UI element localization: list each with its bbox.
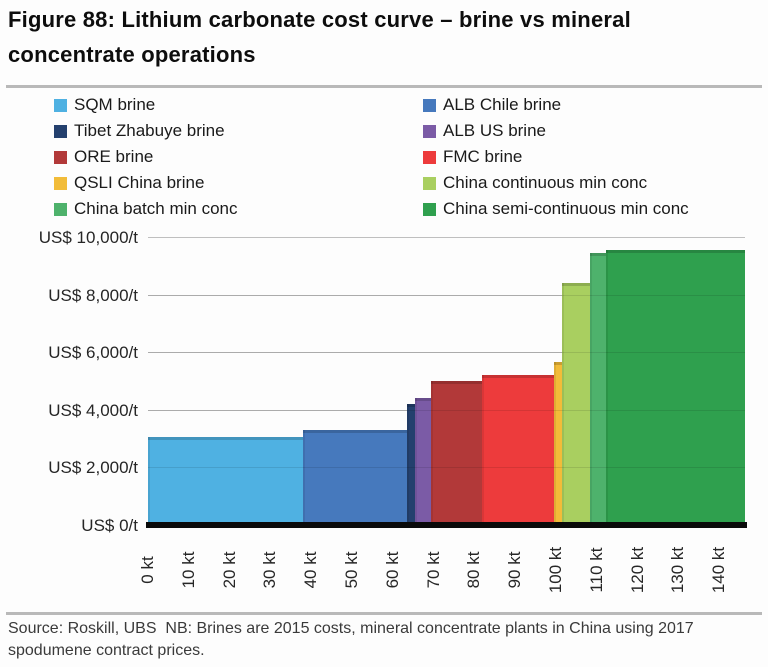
- x-axis-baseline: [146, 522, 747, 528]
- legend-item: China continuous min conc: [423, 171, 744, 195]
- gridline: [148, 352, 745, 354]
- chart-legend: SQM brine ALB Chile brine Tibet Zhabuye br…: [54, 93, 744, 221]
- cost-bar: [561, 283, 590, 525]
- x-axis-label: 50 kt: [342, 551, 361, 589]
- y-axis-label: US$ 0/t: [81, 516, 138, 535]
- x-axis-label: 140 kt: [709, 546, 729, 594]
- legend-item: ALB US brine: [423, 119, 744, 143]
- legend-swatch: [54, 202, 67, 216]
- legend-item: QSLI China brine: [54, 171, 423, 195]
- legend-item: Tibet Zhabuye brine: [54, 119, 423, 143]
- x-axis-label: 70 kt: [423, 551, 443, 589]
- y-axis-label: US$ 10,000/t: [38, 228, 138, 247]
- legend-label: FMC brine: [443, 147, 523, 166]
- figure-title: Figure 88: Lithium carbonate cost curve …: [8, 7, 631, 67]
- legend-item: China batch min conc: [54, 197, 423, 221]
- legend-swatch: [423, 202, 436, 216]
- x-axis-label: 20 kt: [219, 551, 239, 589]
- legend-swatch: [423, 176, 436, 190]
- gridline: [148, 294, 745, 296]
- legend-label: ALB US brine: [443, 121, 546, 140]
- legend-label: China batch min conc: [74, 199, 238, 218]
- legend-swatch: [423, 150, 436, 164]
- legend-label: China continuous min conc: [443, 173, 648, 192]
- legend-item: China semi-continuous min conc: [423, 197, 744, 221]
- x-axis-label: 90 kt: [505, 551, 525, 589]
- title-divider: [6, 85, 762, 88]
- x-axis-label: 110 kt: [586, 547, 606, 593]
- x-axis-label: 130 kt: [668, 546, 688, 594]
- legend-swatch: [54, 176, 67, 190]
- cost-bar: [605, 249, 745, 525]
- cost-bar: [303, 429, 407, 525]
- cost-bar: [430, 381, 483, 525]
- legend-label: SQM brine: [74, 95, 156, 114]
- legend-swatch: [423, 124, 436, 138]
- plot-area: [148, 237, 745, 525]
- source-divider: [6, 612, 762, 615]
- cost-bar: [414, 398, 431, 525]
- x-axis-label: 120 kt: [627, 546, 647, 594]
- x-axis-label: 0 kt: [138, 556, 157, 584]
- cost-bar: [589, 252, 606, 525]
- cost-bar: [148, 437, 304, 525]
- legend-label: QSLI China brine: [74, 173, 205, 192]
- legend-label: China semi-continuous min conc: [443, 199, 689, 218]
- x-axis-label: 100 kt: [546, 546, 565, 594]
- x-axis-label: 40 kt: [301, 551, 321, 589]
- legend-item: ALB Chile brine: [423, 93, 744, 117]
- cost-bar: [553, 362, 562, 525]
- legend-swatch: [54, 150, 67, 164]
- gridline: [148, 352, 745, 354]
- gridline: [148, 467, 745, 469]
- legend-label: ORE brine: [74, 147, 154, 166]
- y-axis-label: US$ 8,000/t: [48, 285, 138, 305]
- legend-label: Tibet Zhabuye brine: [74, 121, 225, 140]
- legend-item: FMC brine: [423, 145, 744, 169]
- legend-item: SQM brine: [54, 93, 423, 117]
- cost-curve-chart: US$ 0/t US$ 2,000/t US$ 4,000/t US$ 6,000/t…: [0, 228, 768, 593]
- legend-label: ALB Chile brine: [443, 95, 562, 114]
- cost-bar: [406, 404, 415, 525]
- y-axis-label: US$ 2,000/t: [48, 458, 138, 478]
- y-axis-label: US$ 4,000/t: [48, 400, 138, 420]
- y-axis-label: US$ 6,000/t: [48, 343, 138, 363]
- source-note: Source: Roskill, UBS NB: Brines are 2015…: [8, 620, 699, 659]
- legend-item: ORE brine: [54, 145, 423, 169]
- gridline: [148, 409, 745, 411]
- x-axis-label: 10 kt: [178, 551, 198, 589]
- legend-swatch: [54, 124, 67, 138]
- legend-swatch: [423, 98, 436, 112]
- x-axis-label: 30 kt: [260, 551, 280, 589]
- x-axis-label: 80 kt: [464, 551, 484, 589]
- x-axis-label: 60 kt: [382, 551, 402, 589]
- cost-bar: [482, 375, 554, 525]
- legend-swatch: [54, 98, 67, 112]
- gridline: [148, 237, 745, 238]
- gridline: [148, 294, 745, 296]
